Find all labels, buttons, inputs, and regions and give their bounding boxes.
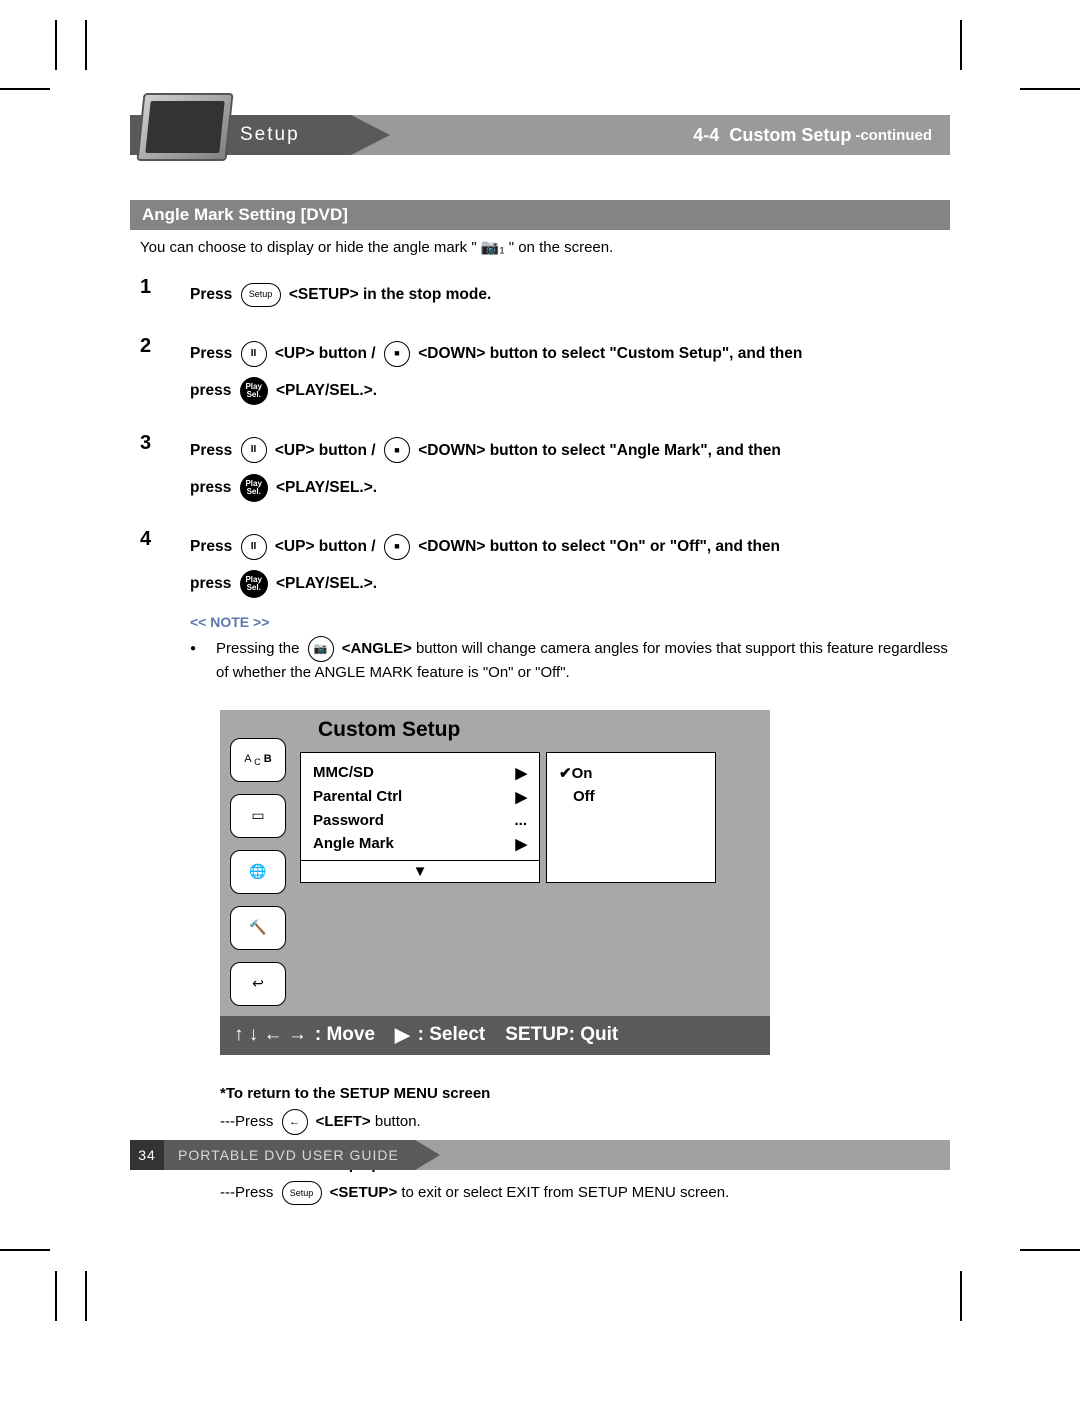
osd-tab-exit: ↩ xyxy=(230,962,286,1006)
osd-tab-language: A C B xyxy=(230,738,286,782)
osd-footer: ↑ ↓ ← → : Move ▶ : Select SETUP: Quit xyxy=(220,1016,770,1055)
note-block: << NOTE >> Pressing the <ANGLE> button w… xyxy=(190,614,950,685)
osd-menu-list: MMC/SD▶ Parental Ctrl▶ Password... Angle… xyxy=(300,752,540,883)
footer-title: PORTABLE DVD USER GUIDE xyxy=(178,1147,399,1163)
up-button-icon xyxy=(241,341,267,367)
play-sel-button-icon: PlaySel. xyxy=(240,570,268,598)
note-title: << NOTE >> xyxy=(190,614,950,630)
page-number: 34 xyxy=(130,1140,164,1170)
step-2: 2 Press <UP> button / <DOWN> button to s… xyxy=(140,335,950,409)
play-sel-button-icon: PlaySel. xyxy=(240,377,268,405)
up-button-icon xyxy=(241,437,267,463)
osd-value-list: ✔On Off xyxy=(546,752,716,883)
steps-list: 1 Press Setup <SETUP> in the stop mode. … xyxy=(140,276,950,602)
down-button-icon xyxy=(384,534,410,560)
play-sel-button-icon: PlaySel. xyxy=(240,474,268,502)
step-1: 1 Press Setup <SETUP> in the stop mode. xyxy=(140,276,950,313)
osd-tab-screen: ▭ xyxy=(230,794,286,838)
down-button-icon xyxy=(384,341,410,367)
step-4: 4 Press <UP> button / <DOWN> button to s… xyxy=(140,528,950,602)
device-icon xyxy=(136,93,233,161)
down-button-icon xyxy=(384,437,410,463)
osd-tab-custom: 🔨 xyxy=(230,906,286,950)
page-header: Setup 4-4 Custom Setup-continued xyxy=(130,115,950,155)
osd-tab-audio: 🌐 xyxy=(230,850,286,894)
section-title-bar: Angle Mark Setting [DVD] xyxy=(130,200,950,230)
page-content: Setup 4-4 Custom Setup-continued Angle M… xyxy=(130,115,950,1222)
page-footer: 34 PORTABLE DVD USER GUIDE xyxy=(130,1140,950,1170)
angle-button-icon xyxy=(308,636,334,662)
setup-button-icon: Setup xyxy=(282,1181,322,1205)
step-3: 3 Press <UP> button / <DOWN> button to s… xyxy=(140,432,950,506)
osd-tab-column: A C B ▭ 🌐 🔨 ↩ xyxy=(220,710,300,1016)
intro-text: You can choose to display or hide the an… xyxy=(140,238,950,256)
osd-menu: A C B ▭ 🌐 🔨 ↩ Custom Setup MMC/SD▶ Paren… xyxy=(220,710,770,1055)
left-button-icon: ← xyxy=(282,1109,308,1135)
osd-title: Custom Setup xyxy=(318,718,760,742)
header-right: 4-4 Custom Setup-continued xyxy=(693,115,932,155)
note-item: Pressing the <ANGLE> button will change … xyxy=(190,636,950,685)
setup-button-icon: Setup xyxy=(241,283,281,307)
up-button-icon xyxy=(241,534,267,560)
